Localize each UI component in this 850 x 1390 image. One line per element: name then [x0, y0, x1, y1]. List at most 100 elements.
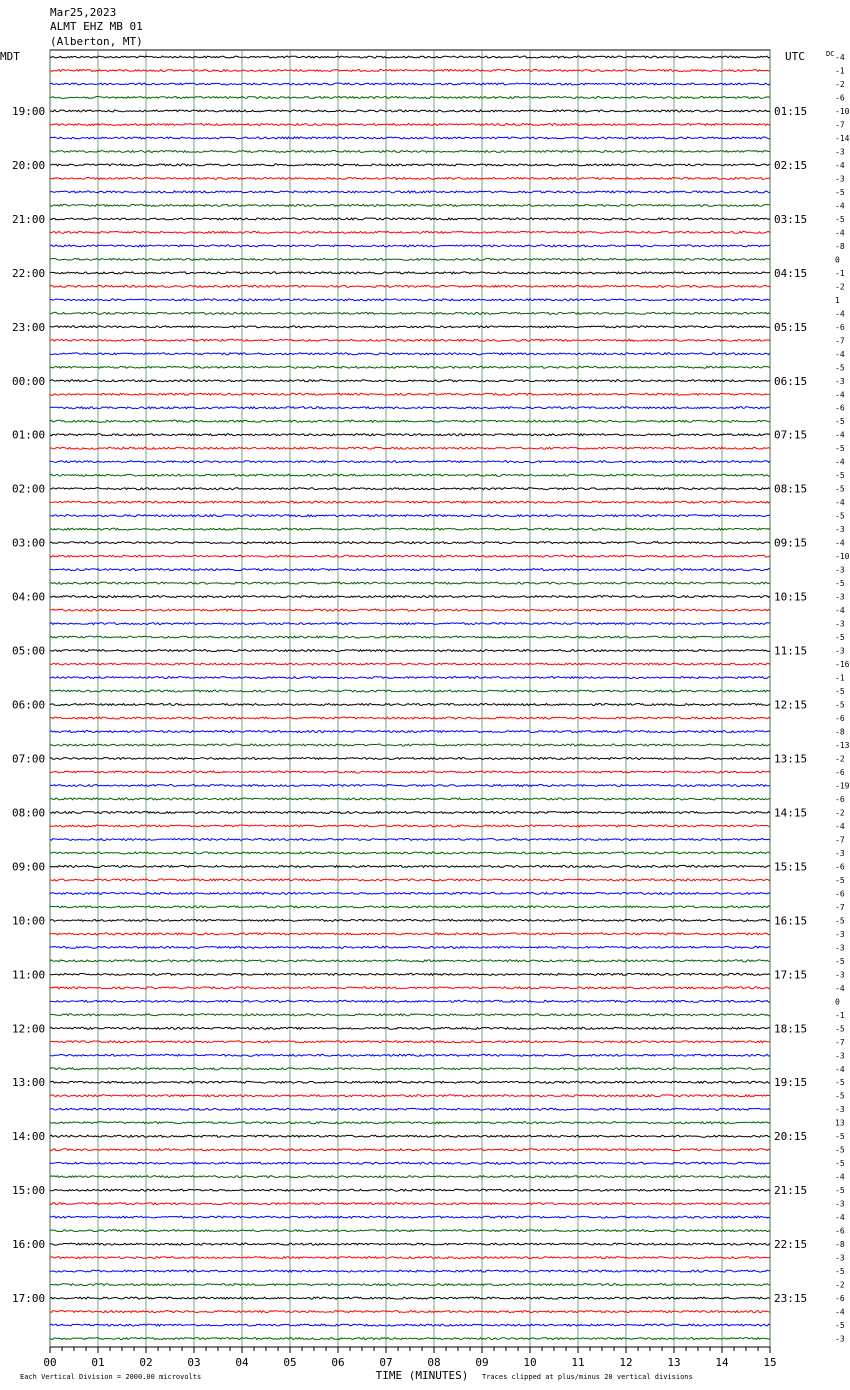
dc-offset: -6 — [835, 1294, 845, 1303]
dc-offset: -5 — [835, 417, 845, 426]
dc-offset: -4 — [835, 161, 845, 170]
dc-offset: -3 — [835, 147, 845, 156]
trace — [49, 756, 771, 761]
dc-offset: -1 — [835, 1011, 845, 1020]
dc-offset: -4 — [835, 1213, 845, 1222]
trace — [49, 365, 771, 370]
dc-offset: -3 — [835, 174, 845, 183]
footer-left: Each Vertical Division = 2000.00 microvo… — [20, 1373, 201, 1381]
trace — [49, 257, 771, 262]
dc-offset: -3 — [835, 1254, 845, 1263]
trace — [49, 729, 771, 734]
trace — [49, 743, 771, 747]
x-tick-label: 08 — [427, 1356, 440, 1369]
dc-offset: -10 — [835, 552, 850, 561]
trace — [49, 244, 771, 248]
dc-offset: -5 — [835, 485, 845, 494]
trace — [49, 298, 771, 302]
dc-offset: -3 — [835, 566, 845, 575]
x-tick-label: 11 — [571, 1356, 584, 1369]
dc-offset: -13 — [835, 741, 850, 750]
utc-label: 09:15 — [774, 537, 807, 550]
dc-offset: -5 — [835, 188, 845, 197]
mdt-label: 07:00 — [12, 752, 45, 765]
dc-offset: -7 — [835, 903, 845, 912]
x-tick-label: 06 — [331, 1356, 344, 1369]
dc-offset: -4 — [835, 53, 845, 62]
trace — [49, 905, 771, 909]
trace — [49, 217, 771, 221]
mdt-label: 08:00 — [12, 806, 45, 819]
title-line: Mar25,2023 — [50, 6, 116, 19]
mdt-label: 06:00 — [12, 699, 45, 712]
trace — [49, 109, 771, 113]
dc-offset: -4 — [835, 606, 845, 615]
dc-offset: -5 — [835, 1132, 845, 1141]
trace — [49, 1269, 771, 1273]
trace — [49, 82, 771, 86]
footer-right: Traces clipped at plus/minus 20 vertical… — [482, 1373, 693, 1381]
dc-offset: -5 — [835, 215, 845, 224]
dc-offset: -4 — [835, 350, 845, 359]
trace — [49, 918, 771, 923]
dc-offset: -1 — [835, 66, 845, 75]
trace — [49, 190, 771, 194]
utc-label: 20:15 — [774, 1130, 807, 1143]
dc-offset: -5 — [835, 1092, 845, 1101]
trace — [49, 1201, 771, 1206]
mdt-label: 22:00 — [12, 267, 45, 280]
dc-offset: -7 — [835, 835, 845, 844]
dc-offset: -19 — [835, 781, 850, 790]
x-tick-label: 01 — [91, 1356, 104, 1369]
dc-offset: -3 — [835, 1335, 845, 1344]
dc-offset: -5 — [835, 1159, 845, 1168]
dc-offset: -3 — [835, 593, 845, 602]
trace — [49, 1107, 771, 1111]
dc-offset: -2 — [835, 1281, 845, 1290]
x-tick-label: 14 — [715, 1356, 729, 1369]
trace — [49, 689, 771, 693]
mdt-label: 05:00 — [12, 645, 45, 658]
trace — [49, 1093, 770, 1098]
x-tick-label: 07 — [379, 1356, 392, 1369]
trace — [49, 878, 771, 882]
trace — [49, 1121, 771, 1125]
trace — [49, 851, 771, 855]
utc-label: 19:15 — [774, 1076, 807, 1089]
dc-offset: -6 — [835, 404, 845, 413]
trace — [49, 122, 771, 127]
x-tick-label: 15 — [763, 1356, 776, 1369]
dc-offset: -3 — [835, 377, 845, 386]
trace — [49, 1053, 771, 1057]
mdt-label: 23:00 — [12, 321, 45, 334]
mdt-label: 17:00 — [12, 1292, 45, 1305]
dc-offset: -3 — [835, 1105, 845, 1114]
dc-offset: -4 — [835, 309, 845, 318]
trace — [49, 68, 771, 73]
trace — [49, 1242, 771, 1246]
utc-label: 06:15 — [774, 375, 807, 388]
trace — [49, 675, 771, 680]
trace — [50, 513, 771, 518]
dc-offset: -5 — [835, 633, 845, 642]
dc-offset: -4 — [835, 431, 845, 440]
x-tick-label: 02 — [139, 1356, 152, 1369]
trace — [49, 716, 771, 720]
dc-header: DC — [826, 50, 834, 58]
trace — [49, 824, 771, 828]
mdt-label: 01:00 — [12, 429, 45, 442]
dc-offset: -4 — [835, 498, 845, 507]
utc-label: 16:15 — [774, 914, 807, 927]
trace — [49, 473, 771, 477]
mdt-label: 09:00 — [12, 860, 45, 873]
left-header: MDT — [0, 50, 20, 63]
utc-label: 11:15 — [774, 645, 807, 658]
mdt-label: 21:00 — [12, 213, 45, 226]
trace — [49, 864, 771, 869]
dc-offset: -3 — [835, 849, 845, 858]
trace — [49, 203, 771, 208]
trace — [49, 662, 771, 666]
trace — [49, 1323, 771, 1327]
trace — [49, 702, 771, 707]
trace — [49, 500, 771, 504]
